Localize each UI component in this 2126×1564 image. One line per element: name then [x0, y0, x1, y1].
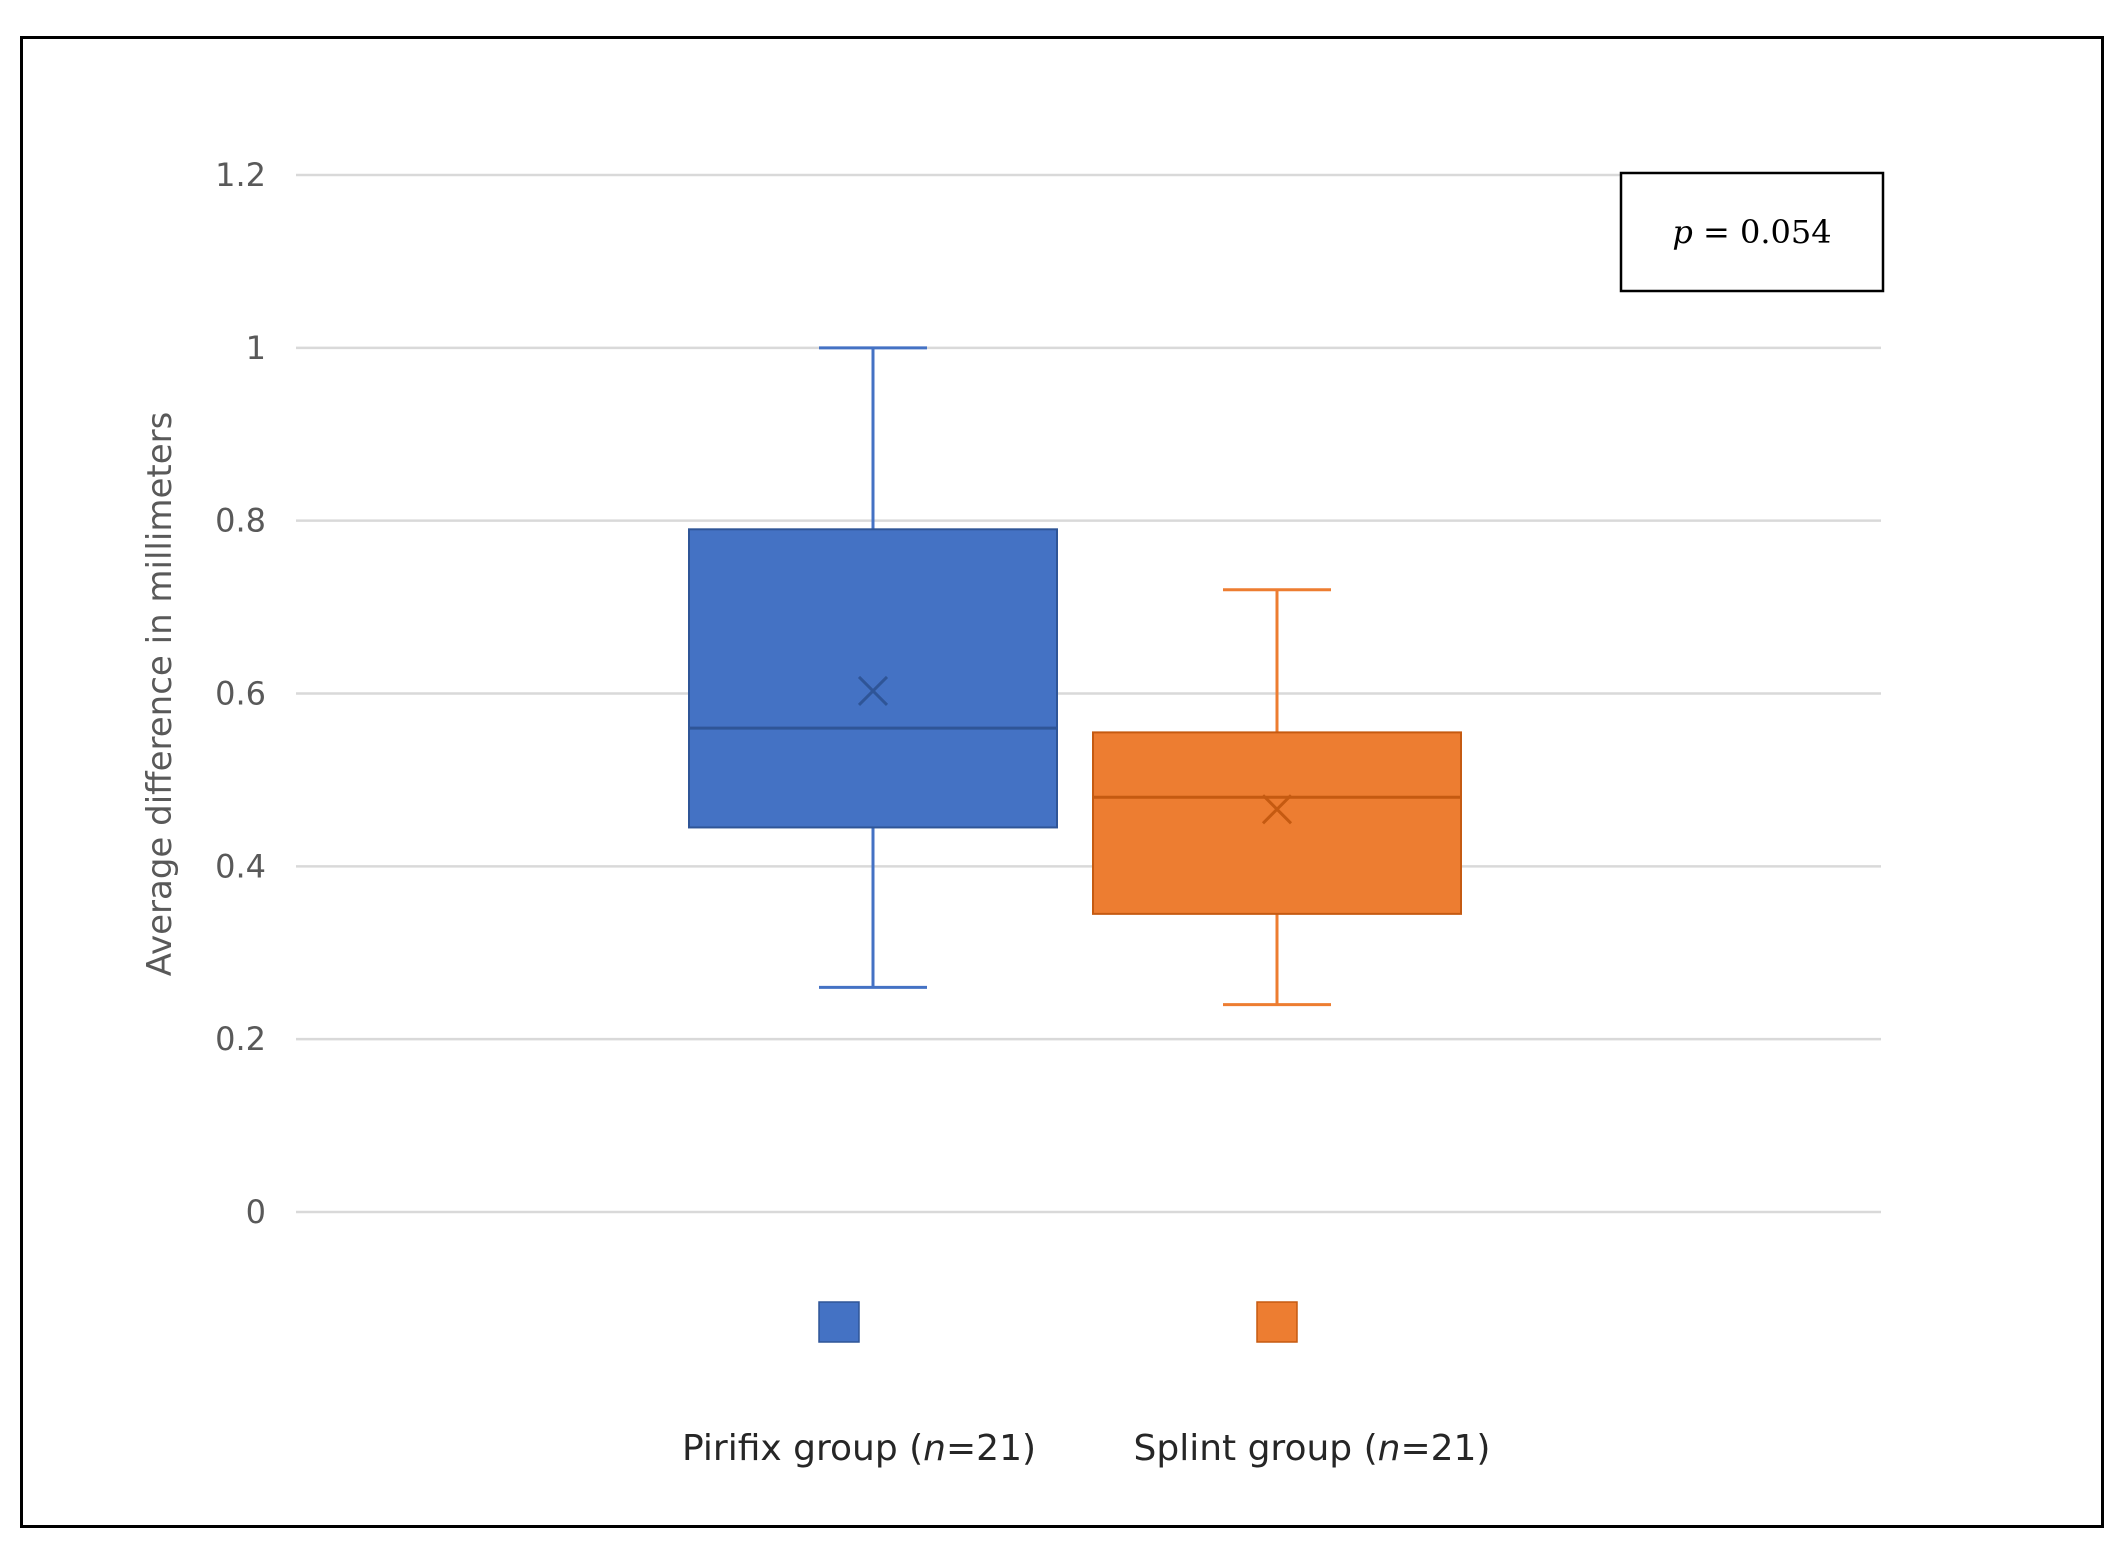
legend-label: Pirifix group (n=21)	[682, 1428, 1036, 1469]
y-tick-label: 1.2	[215, 156, 266, 194]
y-axis-title: Average difference in millimeters	[140, 412, 180, 977]
y-tick-label: 0	[246, 1193, 266, 1231]
p-value-text: p = 0.054	[1672, 213, 1831, 251]
y-tick-label: 1	[246, 329, 266, 367]
legend-label-part: Splint group (	[1134, 1428, 1378, 1469]
gridlines	[296, 173, 1881, 1214]
mean-marker	[857, 675, 889, 706]
iqr-box	[1092, 731, 1462, 915]
y-tick-label: 0.6	[215, 675, 266, 713]
p-value-box: p = 0.054	[1619, 171, 1885, 293]
legend-swatch	[818, 1301, 860, 1343]
legend-label-part: n	[1378, 1428, 1401, 1469]
legend-swatch	[1256, 1301, 1298, 1343]
box-plot: 0 0.2 0.4 0.6 0.8 1 1.2 Average difference in …	[140, 156, 1885, 1469]
legend-label-part: n	[923, 1428, 946, 1469]
chart-frame: 0 0.2 0.4 0.6 0.8 1 1.2 Average difference in …	[20, 36, 2104, 1528]
p-value-number: = 0.054	[1693, 213, 1832, 251]
p-value-symbol: p	[1672, 213, 1692, 251]
y-axis-ticks: 0 0.2 0.4 0.6 0.8 1 1.2	[215, 156, 266, 1231]
box-splint	[1092, 588, 1462, 1007]
legend-label-part: =21)	[1400, 1428, 1490, 1469]
boxes	[688, 346, 1462, 1007]
legend-label: Splint group (n=21)	[1134, 1428, 1491, 1469]
legend-label-part: Pirifix group (	[682, 1428, 923, 1469]
box-pirifix	[688, 346, 1058, 989]
iqr-box	[688, 528, 1058, 829]
legend-label-part: =21)	[946, 1428, 1036, 1469]
mean-marker	[1261, 794, 1293, 825]
y-tick-label: 0.4	[215, 847, 266, 885]
y-tick-label: 0.8	[215, 502, 266, 540]
y-tick-label: 0.2	[215, 1020, 266, 1058]
legend: Pirifix group (n=21) Splint group (n=21)	[682, 1301, 1491, 1469]
p-value-border	[1619, 171, 1885, 293]
